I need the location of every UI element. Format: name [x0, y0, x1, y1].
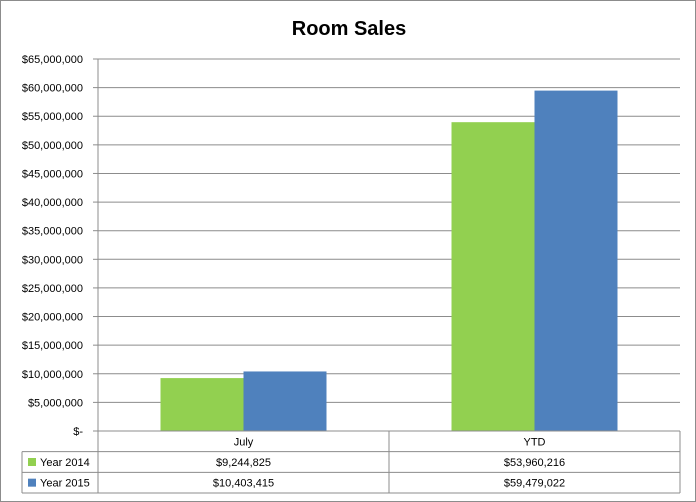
y-tick-label: $5,000,000	[28, 397, 83, 409]
data-table: July YTD Year 2014 $9,244,825 $53,960,216 Yea…	[21, 430, 681, 494]
legend-key	[28, 458, 36, 466]
table-value: $10,403,415	[213, 478, 274, 490]
y-tick-label: $40,000,000	[22, 197, 83, 209]
bar-ytd-year-2015	[534, 90, 618, 431]
category-label: July	[234, 436, 254, 448]
table-value: $59,479,022	[504, 478, 565, 490]
y-tick-label: $20,000,000	[22, 312, 83, 324]
y-tick-label: $15,000,000	[22, 340, 83, 352]
legend-key	[28, 478, 36, 487]
y-tick-label: $45,000,000	[22, 168, 83, 180]
y-tick-label: $65,000,000	[22, 54, 83, 66]
y-tick-label: $30,000,000	[22, 254, 83, 266]
bars	[160, 90, 618, 432]
bar-july-year-2014	[160, 378, 244, 431]
legend-label: Year 2015	[40, 478, 90, 490]
y-tick-label: $-	[73, 426, 83, 438]
y-tick-label: $25,000,000	[22, 283, 83, 295]
table-value: $9,244,825	[216, 457, 271, 469]
legend-label: Year 2014	[40, 457, 90, 469]
bar-july-year-2015	[243, 371, 327, 431]
y-tick-label: $55,000,000	[22, 111, 83, 123]
y-tick-label: $50,000,000	[22, 140, 83, 152]
table-value: $53,960,216	[504, 457, 565, 469]
y-tick-label: $60,000,000	[22, 83, 83, 95]
y-axis: $- $5,000,000 $10,000,000 $15,000,000 $20,00…	[22, 54, 99, 438]
category-label: YTD	[524, 436, 546, 448]
chart-title: Room Sales	[292, 18, 406, 40]
y-tick-label: $35,000,000	[22, 226, 83, 238]
y-tick-label: $10,000,000	[22, 369, 83, 381]
bar-ytd-year-2014	[451, 122, 535, 432]
